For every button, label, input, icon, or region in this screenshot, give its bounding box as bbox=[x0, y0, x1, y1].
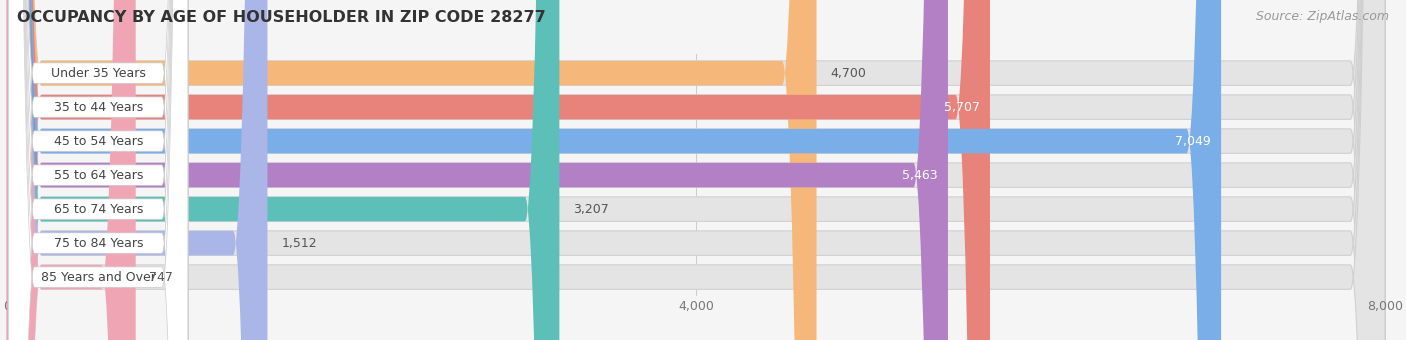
FancyBboxPatch shape bbox=[7, 0, 1385, 340]
FancyBboxPatch shape bbox=[7, 0, 1385, 340]
Text: 3,207: 3,207 bbox=[574, 203, 609, 216]
FancyBboxPatch shape bbox=[8, 0, 188, 340]
FancyBboxPatch shape bbox=[8, 0, 188, 340]
FancyBboxPatch shape bbox=[7, 0, 1385, 340]
FancyBboxPatch shape bbox=[7, 0, 1222, 340]
Text: 55 to 64 Years: 55 to 64 Years bbox=[55, 169, 143, 182]
Text: 5,707: 5,707 bbox=[943, 101, 980, 114]
FancyBboxPatch shape bbox=[7, 0, 136, 340]
Text: 1,512: 1,512 bbox=[281, 237, 316, 250]
FancyBboxPatch shape bbox=[8, 0, 188, 340]
Text: 5,463: 5,463 bbox=[903, 169, 938, 182]
FancyBboxPatch shape bbox=[7, 0, 267, 340]
Text: 747: 747 bbox=[149, 271, 173, 284]
FancyBboxPatch shape bbox=[8, 0, 188, 340]
Text: Source: ZipAtlas.com: Source: ZipAtlas.com bbox=[1256, 10, 1389, 23]
FancyBboxPatch shape bbox=[8, 0, 188, 340]
Text: 85 Years and Over: 85 Years and Over bbox=[41, 271, 156, 284]
Text: 65 to 74 Years: 65 to 74 Years bbox=[55, 203, 143, 216]
Text: 45 to 54 Years: 45 to 54 Years bbox=[55, 135, 143, 148]
FancyBboxPatch shape bbox=[7, 0, 1385, 340]
Text: Under 35 Years: Under 35 Years bbox=[52, 67, 146, 80]
FancyBboxPatch shape bbox=[8, 0, 188, 340]
FancyBboxPatch shape bbox=[7, 0, 817, 340]
Text: 4,700: 4,700 bbox=[831, 67, 866, 80]
Text: 35 to 44 Years: 35 to 44 Years bbox=[55, 101, 143, 114]
FancyBboxPatch shape bbox=[7, 0, 1385, 340]
FancyBboxPatch shape bbox=[7, 0, 1385, 340]
Text: 75 to 84 Years: 75 to 84 Years bbox=[53, 237, 143, 250]
FancyBboxPatch shape bbox=[7, 0, 990, 340]
FancyBboxPatch shape bbox=[7, 0, 948, 340]
FancyBboxPatch shape bbox=[7, 0, 1385, 340]
FancyBboxPatch shape bbox=[8, 0, 188, 340]
Text: OCCUPANCY BY AGE OF HOUSEHOLDER IN ZIP CODE 28277: OCCUPANCY BY AGE OF HOUSEHOLDER IN ZIP C… bbox=[17, 10, 546, 25]
Text: 7,049: 7,049 bbox=[1175, 135, 1211, 148]
FancyBboxPatch shape bbox=[7, 0, 560, 340]
